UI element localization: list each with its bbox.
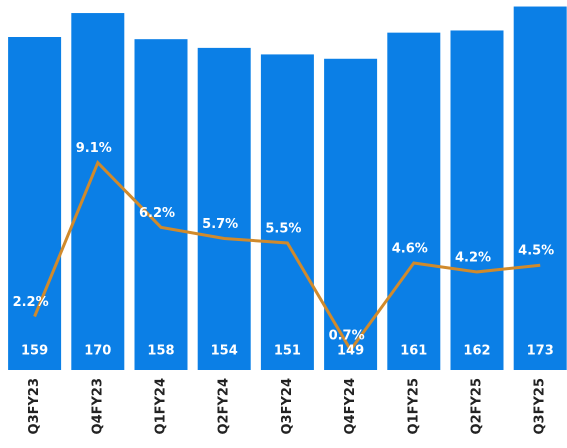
bar-label: 161 <box>400 344 427 359</box>
bar <box>71 13 125 370</box>
x-tick-label: Q1FY24 <box>154 378 169 434</box>
bar-label: 170 <box>84 344 111 359</box>
bar <box>8 37 62 370</box>
line-label: 4.5% <box>518 244 554 259</box>
line-label: 0.7% <box>329 328 365 343</box>
x-tick-label: Q4FY24 <box>343 378 358 434</box>
line-label: 5.7% <box>202 217 238 232</box>
line <box>33 160 541 353</box>
bar-label: 151 <box>274 344 301 359</box>
bar <box>134 39 188 370</box>
bar-label: 173 <box>527 344 554 359</box>
x-tick-label: Q4FY23 <box>90 378 105 434</box>
bar-label: 149 <box>337 344 364 359</box>
bar <box>260 54 314 370</box>
bar <box>197 47 251 370</box>
bar <box>387 32 441 370</box>
x-tick-label: Q1FY25 <box>406 378 421 434</box>
x-tick-label: Q3FY23 <box>27 378 42 434</box>
bar <box>513 6 567 370</box>
bar-label: 159 <box>21 344 48 359</box>
line-label: 4.2% <box>455 250 491 265</box>
line-label: 2.2% <box>13 295 49 310</box>
x-tick-label: Q2FY25 <box>470 378 485 434</box>
bar-label: 154 <box>211 344 238 359</box>
line-label: 9.1% <box>76 141 112 156</box>
line-label: 5.5% <box>265 221 301 236</box>
bar-label: 162 <box>463 344 490 359</box>
x-tick-label: Q3FY25 <box>533 378 548 434</box>
line-label: 4.6% <box>392 242 428 257</box>
line-label: 6.2% <box>139 206 175 221</box>
x-tick-label: Q3FY24 <box>280 378 295 434</box>
bar-label: 158 <box>147 344 174 359</box>
x-tick-label: Q2FY24 <box>217 378 232 434</box>
bar <box>450 30 504 371</box>
